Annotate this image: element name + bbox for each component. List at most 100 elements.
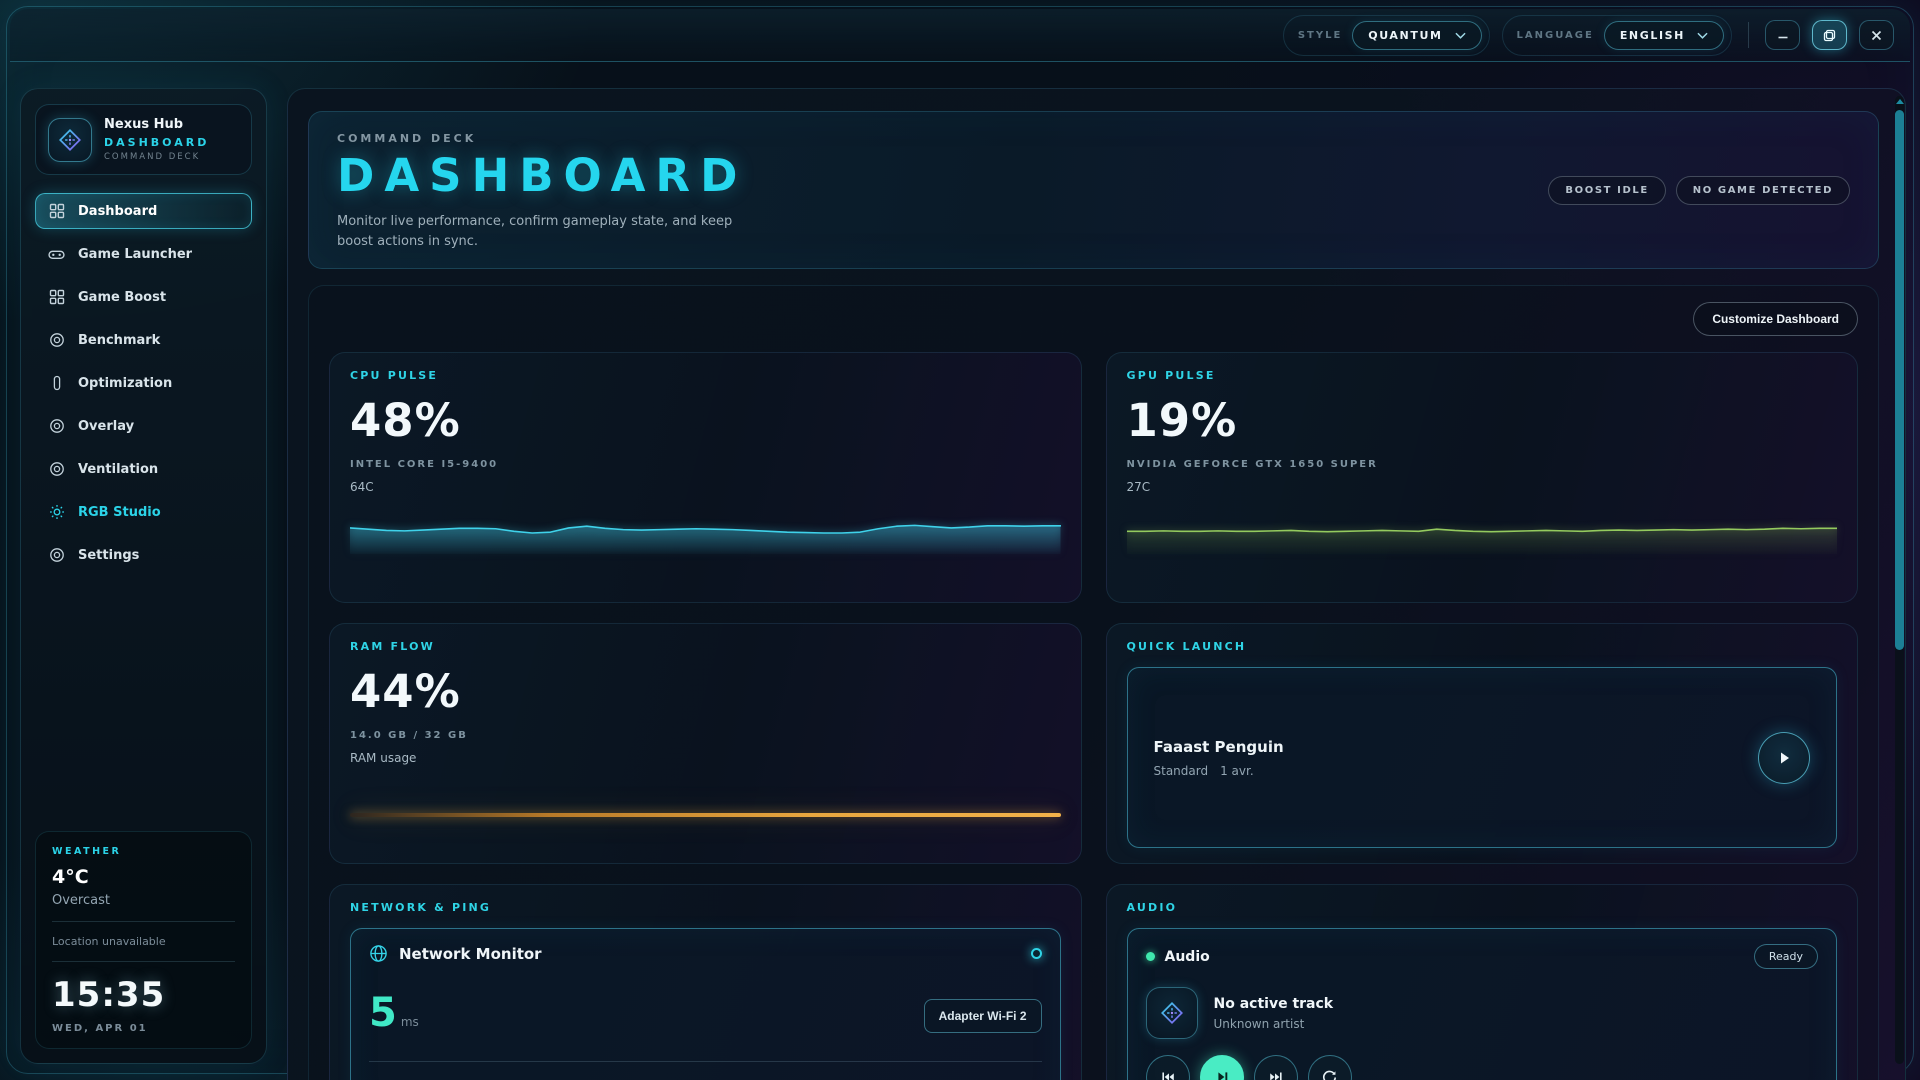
card-grid: CPU PULSE 48% INTEL CORE I5-9400 64C GPU… [329,352,1858,1080]
target-icon [48,418,65,435]
sun-icon [48,504,65,521]
scrollbar-up-arrow[interactable] [1895,99,1904,104]
sidebar-item-dashboard[interactable]: Dashboard [35,193,252,229]
gpu-card-label: GPU PULSE [1126,369,1216,382]
style-value: QUANTUM [1368,28,1443,42]
sidebar-item-label: Ventilation [78,461,159,477]
close-icon [1871,30,1882,40]
game-date: 1 avr. [1220,763,1254,778]
sidebar-item-rgb-studio[interactable]: RGB Studio [35,494,252,530]
sidebar-item-label: Game Boost [78,289,167,305]
style-dropdown[interactable]: QUANTUM [1352,20,1482,50]
sidebar-item-label: Game Launcher [78,246,193,262]
audio-card: AUDIO Audio Ready [1105,884,1858,1080]
sidebar-item-ventilation[interactable]: Ventilation [35,451,252,487]
dashboard-panel: Customize Dashboard CPU PULSE 48% INTEL … [308,285,1879,1080]
sidebar: Nexus Hub DASHBOARD COMMAND DECK Dashboa… [20,88,267,1064]
adapter-select-button[interactable]: Adapter Wi-Fi 2 [923,999,1042,1033]
album-art-placeholder [1145,987,1198,1039]
ping-value: 5 [369,990,397,1036]
scrollbar-thumb[interactable] [1895,110,1904,650]
weather-location: Location unavailable [52,935,166,948]
brand-card: Nexus Hub DASHBOARD COMMAND DECK [35,104,252,175]
ram-card-label: RAM FLOW [350,640,435,653]
sidebar-item-game-launcher[interactable]: Game Launcher [35,236,252,272]
ram-detail: 14.0 GB / 32 GB [350,730,468,741]
style-label: STYLE [1297,29,1343,41]
skip-forward-button[interactable] [1253,1055,1298,1080]
ping-unit: ms [400,1015,419,1029]
gpu-temp: 27C [1126,480,1151,494]
weather-label: WEATHER [52,846,122,857]
ram-usage-bar [350,813,1061,817]
minimize-button[interactable] [1765,20,1800,50]
network-monitor-panel: Network Monitor 5 ms Adapter Wi-Fi 2 [350,928,1061,1080]
audio-card-label: AUDIO [1126,901,1178,914]
titlebar: STYLE QUANTUM LANGUAGE ENGLISH [10,9,1910,62]
audio-title: Audio [1164,948,1210,965]
titlebar-divider [1748,22,1749,48]
sidebar-item-benchmark[interactable]: Benchmark [35,322,252,358]
sidebar-item-label: Dashboard [78,203,158,219]
gpu-sparkline-chart [1126,508,1837,554]
gpu-usage-value: 19% [1126,394,1238,447]
hero-header: COMMAND DECK DASHBOARD Monitor live perf… [308,111,1879,269]
maximize-button[interactable] [1812,20,1847,50]
language-selector-group: LANGUAGE ENGLISH [1501,14,1732,56]
weather-condition: Overcast [52,893,110,908]
app-name: Nexus Hub [104,117,184,132]
sidebar-item-label: Benchmark [78,332,161,348]
sidebar-item-optimization[interactable]: Optimization [35,365,252,401]
cpu-pulse-card: CPU PULSE 48% INTEL CORE I5-9400 64C [329,352,1082,603]
minimize-icon [1778,36,1787,39]
play-icon [1781,752,1789,763]
launch-game-button[interactable] [1758,731,1810,784]
game-title: Faaast Penguin [1153,737,1284,756]
app-logo-icon [48,117,92,162]
hero-description: Monitor live performance, confirm gamepl… [337,214,733,250]
hero-kicker: COMMAND DECK [337,132,477,145]
sidebar-item-label: Optimization [78,375,173,391]
page-title: DASHBOARD [337,149,748,202]
target-icon [48,332,65,349]
skip-back-button[interactable] [1145,1055,1190,1080]
audio-ready-badge: Ready [1753,944,1818,969]
close-button[interactable] [1859,20,1894,50]
play-button[interactable] [1199,1055,1244,1080]
network-status-indicator [1030,948,1042,959]
play-icon [1214,1069,1230,1080]
sidebar-item-label: RGB Studio [78,504,161,520]
gpu-pulse-card: GPU PULSE 19% NVIDIA GEFORCE GTX 1650 SU… [1105,352,1858,603]
ram-usage-value: 44% [350,665,461,718]
target-icon [48,547,65,564]
sidebar-item-settings[interactable]: Settings [35,537,252,573]
customize-dashboard-button[interactable]: Customize Dashboard [1693,302,1858,336]
repeat-button[interactable] [1307,1055,1352,1080]
quick-launch-game-tile[interactable]: Faaast Penguin Standard 1 avr. [1126,667,1837,848]
status-badges: BOOST IDLE NO GAME DETECTED [1548,175,1850,205]
main-scrollbar[interactable] [1895,96,1904,1064]
app-subtitle: COMMAND DECK [104,152,201,162]
weather-temp: 4°C [52,866,89,888]
network-card-label: NETWORK & PING [350,901,492,914]
style-selector-group: STYLE QUANTUM [1282,14,1490,56]
language-dropdown[interactable]: ENGLISH [1603,20,1724,50]
sidebar-item-label: Overlay [78,418,135,434]
status-badge: BOOST IDLE [1548,175,1666,205]
language-label: LANGUAGE [1516,29,1594,41]
skip-forward-icon [1268,1069,1284,1080]
grid-icon [48,203,65,220]
clock-time: 15:35 [52,975,166,1015]
network-monitor-title: Network Monitor [399,944,542,963]
gamepad-icon [48,246,65,263]
quick-launch-label: QUICK LAUNCH [1126,640,1247,653]
sidebar-item-overlay[interactable]: Overlay [35,408,252,444]
repeat-icon [1321,1069,1338,1080]
cpu-sparkline-chart [350,508,1061,554]
restore-icon [1823,29,1836,41]
sidebar-item-game-boost[interactable]: Game Boost [35,279,252,315]
playback-controls [1145,1055,1819,1080]
quick-launch-card: QUICK LAUNCH Faaast Penguin Standard 1 a… [1105,623,1858,864]
pill-icon [48,375,65,392]
target-icon [48,461,65,478]
